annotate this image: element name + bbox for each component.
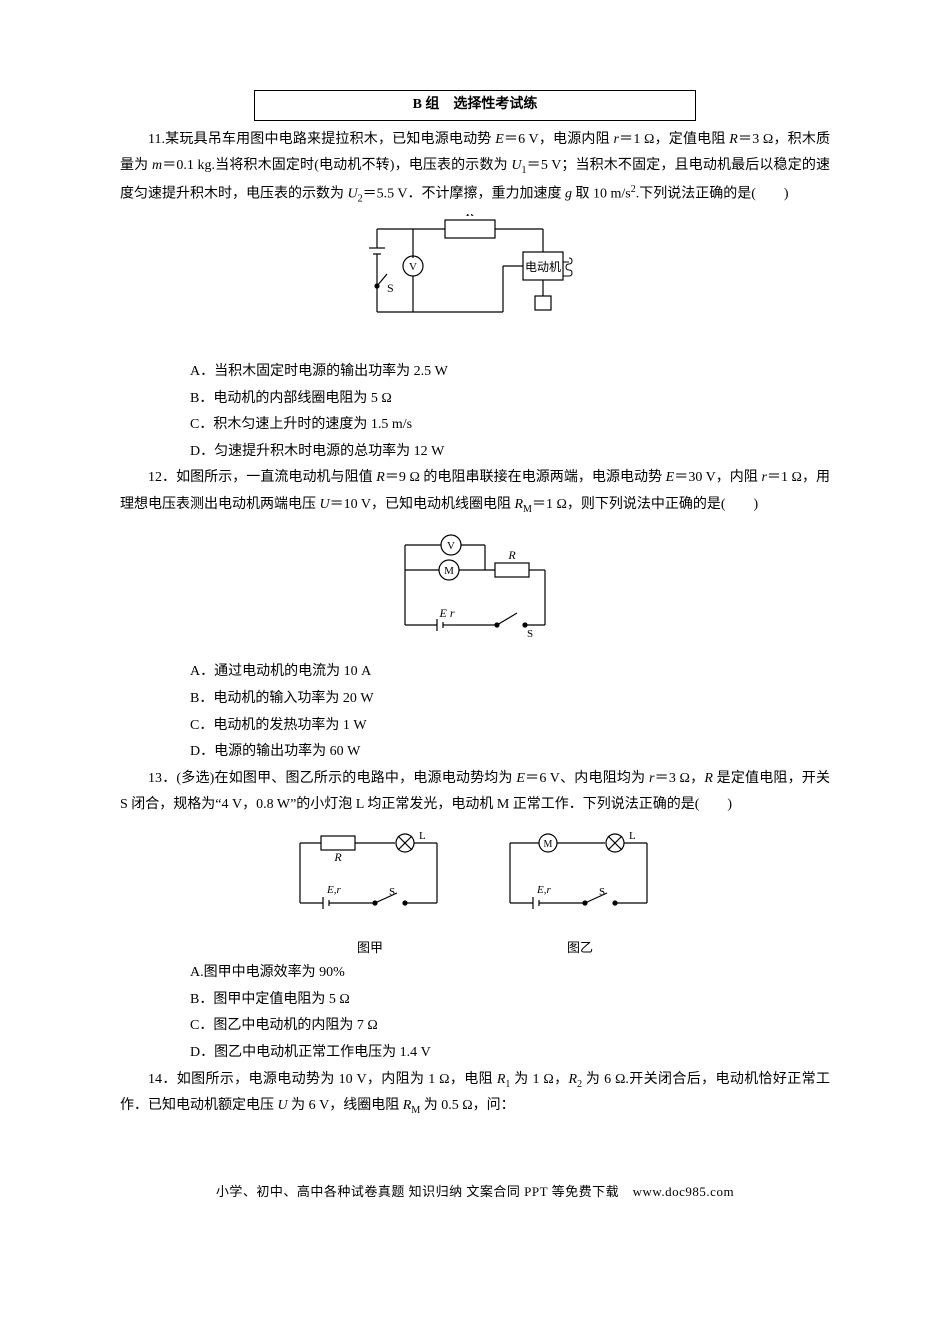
q11-opt-b: B．电动机的内部线圈电阻为 5 Ω <box>190 386 830 413</box>
q13-opt-b: B．图甲中定值电阻为 5 Ω <box>190 987 830 1014</box>
q12-label-Er: E r <box>439 606 455 620</box>
q13-fig-yi: M L E,r S <box>495 825 665 925</box>
q11-stem: 11.某玩具吊车用图中电路来提拉积木，已知电源电动势 E＝6 V，电源内阻 r＝… <box>120 127 830 209</box>
svg-text:S: S <box>599 886 605 898</box>
q11-opt-a: A．当积木固定时电源的输出功率为 2.5 W <box>190 359 830 386</box>
q12-opt-b: B．电动机的输入功率为 20 W <box>190 686 830 713</box>
q13-opt-c: C．图乙中电动机的内阻为 7 Ω <box>190 1013 830 1040</box>
q12-figure: V M R E r S <box>120 525 830 656</box>
q11-figure: R 电动机 S V <box>120 214 830 355</box>
q11-label-S: S <box>387 281 394 295</box>
q13-cap1: 图甲 <box>285 936 455 961</box>
q12-label-R: R <box>507 548 516 562</box>
q12-opt-d: D．电源的输出功率为 60 W <box>190 739 830 766</box>
q13-figures: R L E,r S 图甲 <box>120 825 830 960</box>
q12-opt-a: A．通过电动机的电流为 10 A <box>190 659 830 686</box>
q14-stem: 14．如图所示，电源电动势为 10 V，内阻为 1 Ω，电阻 R1 为 1 Ω，… <box>120 1067 830 1121</box>
svg-text:E,r: E,r <box>326 884 341 896</box>
q13-options: A.图甲中电源效率为 90% B．图甲中定值电阻为 5 Ω C．图乙中电动机的内… <box>190 960 830 1066</box>
page-footer: 小学、初中、高中各种试卷真题 知识归纳 文案合同 PPT 等免费下载 www.d… <box>120 1180 830 1205</box>
q13-opt-d: D．图乙中电动机正常工作电压为 1.4 V <box>190 1040 830 1067</box>
q11-opt-d: D．匀速提升积木时电源的总功率为 12 W <box>190 439 830 466</box>
q12-label-S: S <box>527 628 533 640</box>
q11-opt-c: C．积木匀速上升时的速度为 1.5 m/s <box>190 412 830 439</box>
section-title: B 组 选择性考试练 <box>254 90 696 121</box>
q13-opt-a: A.图甲中电源效率为 90% <box>190 960 830 987</box>
q11-label-R: R <box>465 214 474 219</box>
q11-label-V: V <box>409 261 417 273</box>
q13-cap2: 图乙 <box>495 936 665 961</box>
svg-text:L: L <box>419 830 426 842</box>
q12-label-V: V <box>447 540 455 552</box>
q12-opt-c: C．电动机的发热功率为 1 W <box>190 713 830 740</box>
q12-label-M: M <box>444 565 454 577</box>
q11-label-motor: 电动机 <box>525 260 561 274</box>
q12-stem: 12．如图所示，一直流电动机与阻值 R＝9 Ω 的电阻串联接在电源两端，电源电动… <box>120 465 830 518</box>
svg-text:S: S <box>389 886 395 898</box>
svg-text:L: L <box>629 830 636 842</box>
q11-options: A．当积木固定时电源的输出功率为 2.5 W B．电动机的内部线圈电阻为 5 Ω… <box>190 359 830 465</box>
q13-fig-jia: R L E,r S <box>285 825 455 925</box>
svg-text:M: M <box>544 839 553 850</box>
q12-options: A．通过电动机的电流为 10 A B．电动机的输入功率为 20 W C．电动机的… <box>190 659 830 765</box>
q13-stem: 13．(多选)在如图甲、图乙所示的电路中，电源电动势均为 E＝6 V、内电阻均为… <box>120 766 830 819</box>
svg-text:R: R <box>333 850 342 864</box>
svg-text:E,r: E,r <box>536 884 551 896</box>
